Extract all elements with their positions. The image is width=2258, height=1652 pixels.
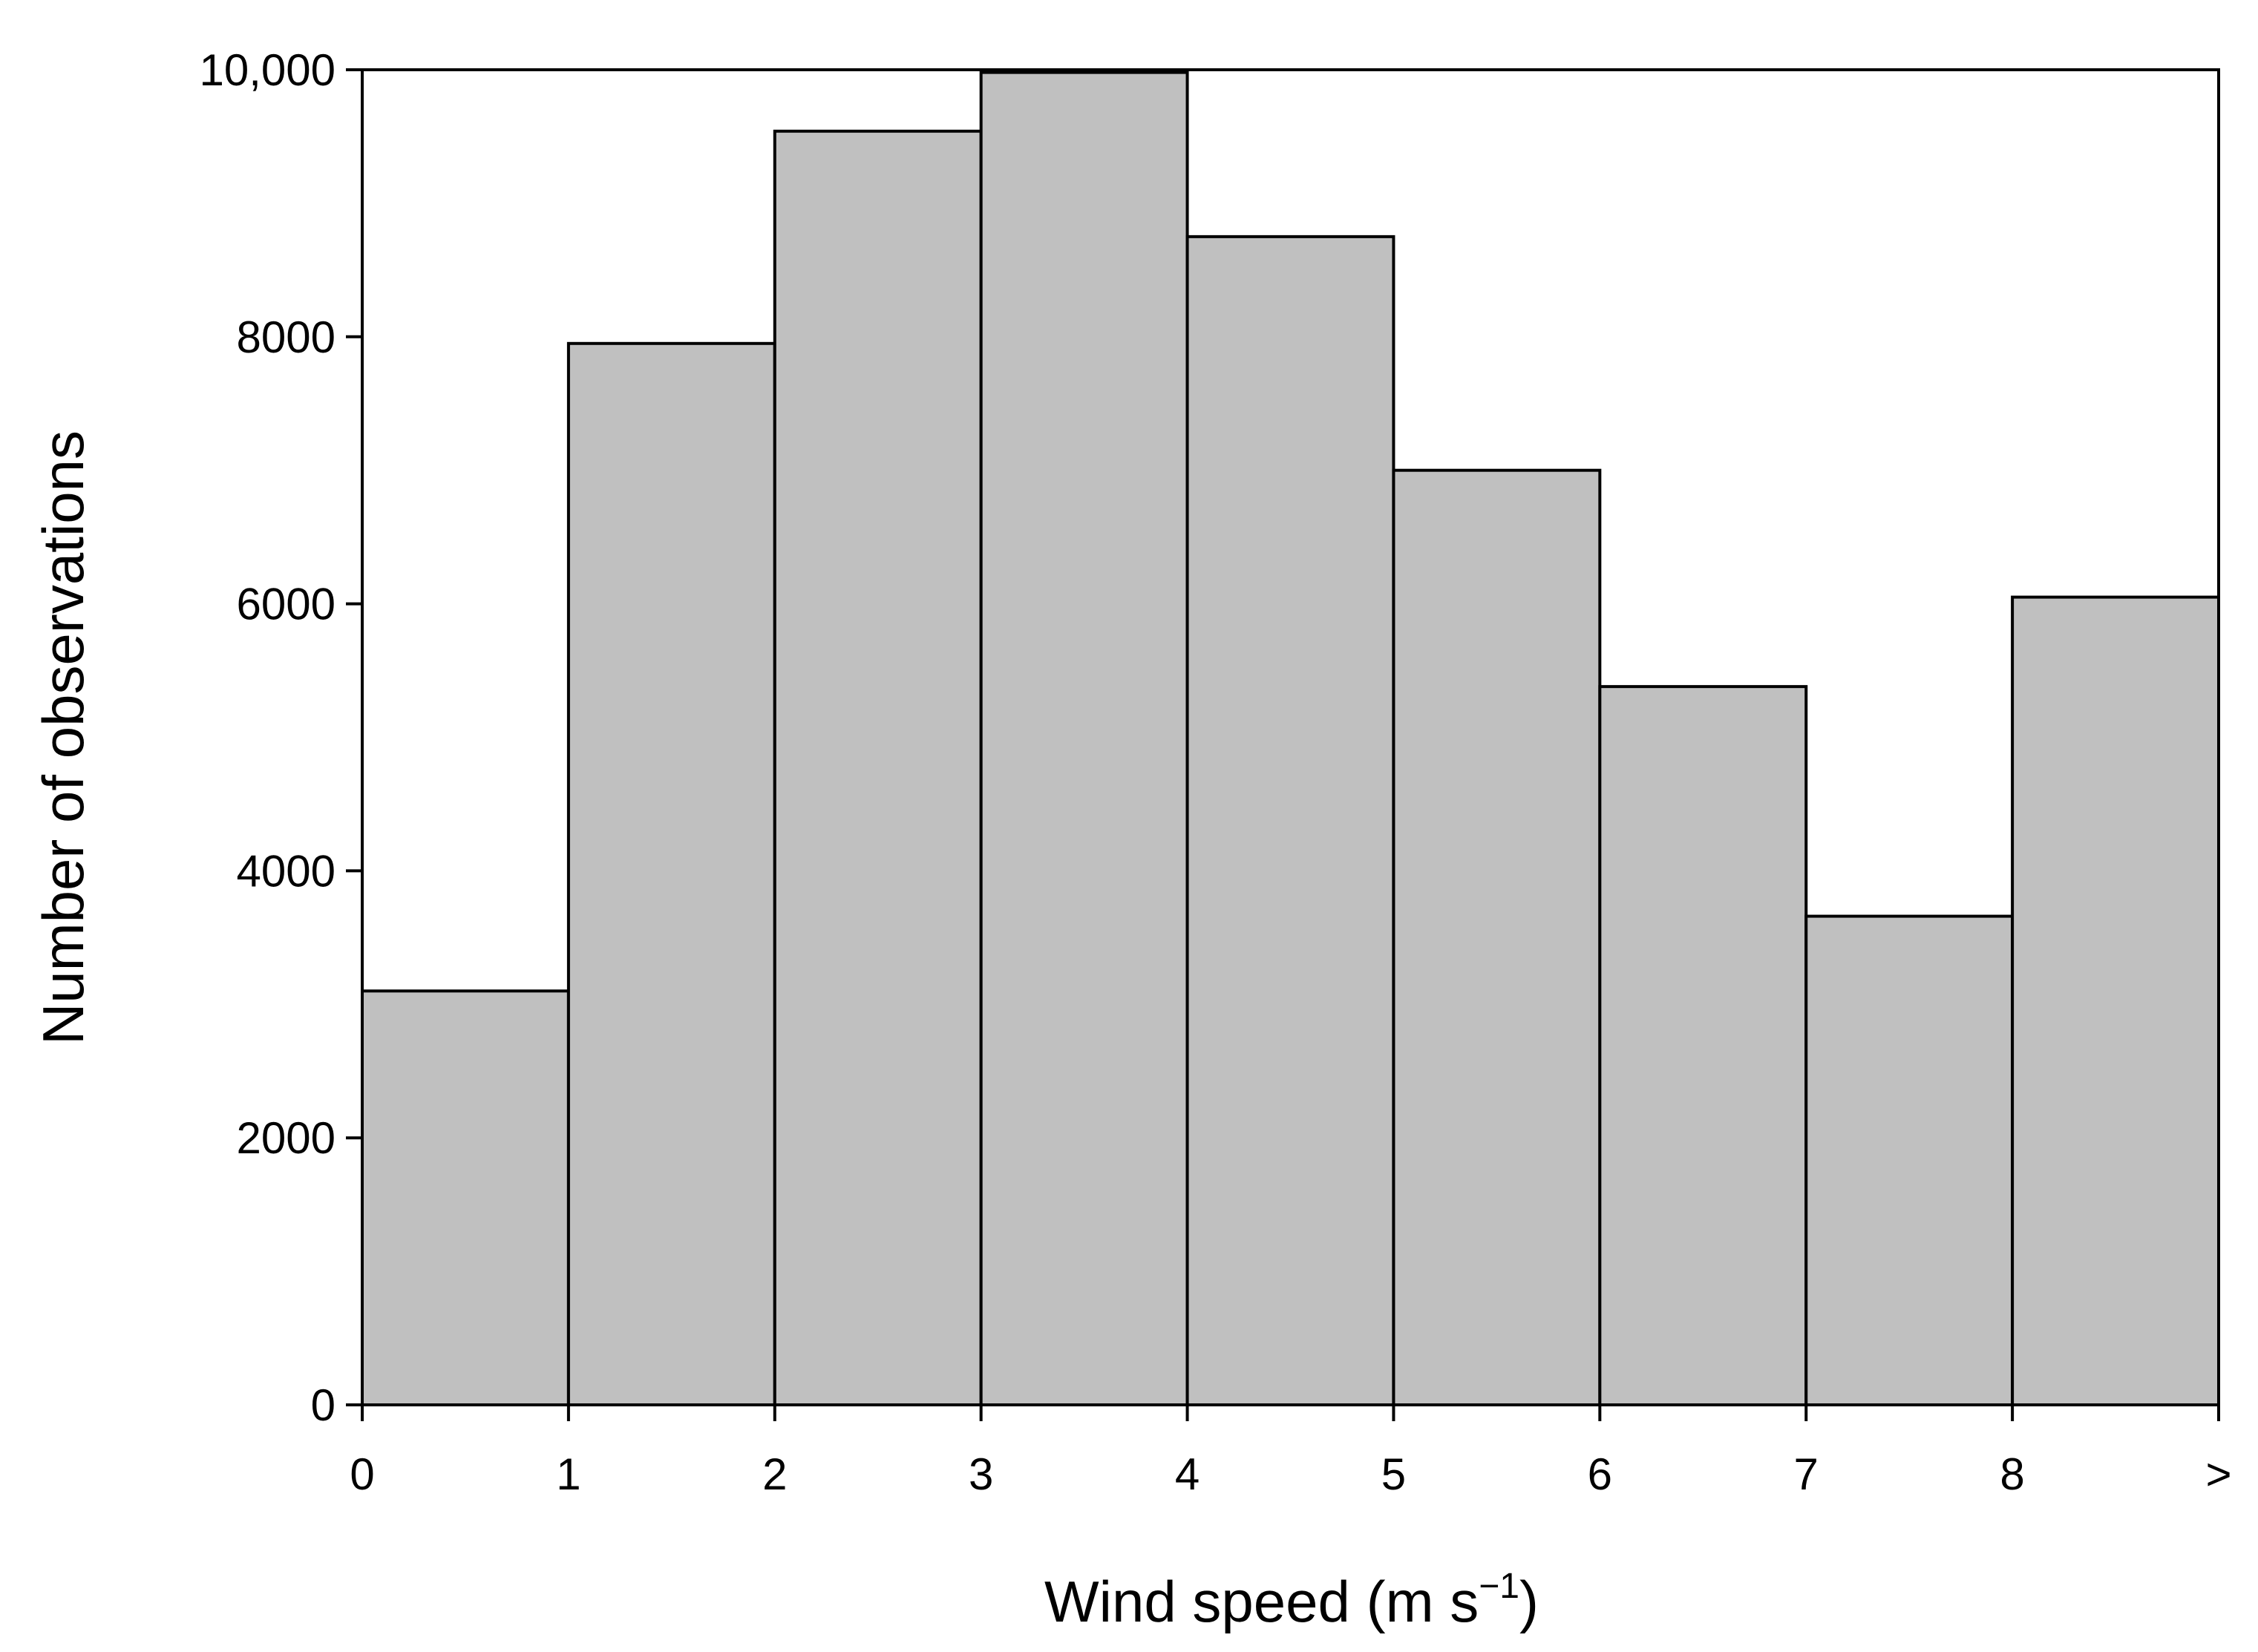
x-tick-label: 7 xyxy=(1794,1449,1819,1499)
x-tick-label: 6 xyxy=(1588,1449,1612,1499)
bar xyxy=(566,341,776,1406)
x-tick-label: 1 xyxy=(556,1449,580,1499)
plot-frame xyxy=(361,68,2220,1406)
x-tick-label: 3 xyxy=(969,1449,993,1499)
y-tick-label: 0 xyxy=(311,1380,336,1430)
x-axis-label-text: ) xyxy=(1519,1569,1539,1634)
x-tick-label: 2 xyxy=(762,1449,787,1499)
y-tick-label: 4000 xyxy=(237,846,336,896)
bar xyxy=(361,989,570,1407)
bar xyxy=(773,129,983,1406)
x-axis-label-superscript: −1 xyxy=(1479,1567,1519,1606)
x-axis-label: Wind speed (m s−1) xyxy=(1044,1567,1539,1634)
bar xyxy=(979,71,1189,1406)
x-tick-label: 0 xyxy=(350,1449,374,1499)
y-tick-label: 6000 xyxy=(237,580,336,629)
bar xyxy=(1804,914,2015,1407)
x-axis-label-text: Wind speed (m s xyxy=(1044,1569,1479,1634)
y-axis-label: Number of observations xyxy=(30,430,96,1045)
y-tick-label: 10,000 xyxy=(199,45,336,95)
x-tick-label: 8 xyxy=(2000,1449,2024,1499)
bar xyxy=(2011,595,2220,1406)
y-tick-label: 2000 xyxy=(237,1113,336,1163)
y-tick-label: 8000 xyxy=(237,312,336,362)
x-tick-label: > xyxy=(2205,1449,2231,1499)
x-tick-label: 5 xyxy=(1381,1449,1406,1499)
x-tick-label: 4 xyxy=(1175,1449,1200,1499)
bar xyxy=(1392,468,1602,1407)
bar xyxy=(1598,685,1808,1406)
bar xyxy=(1185,235,1395,1406)
